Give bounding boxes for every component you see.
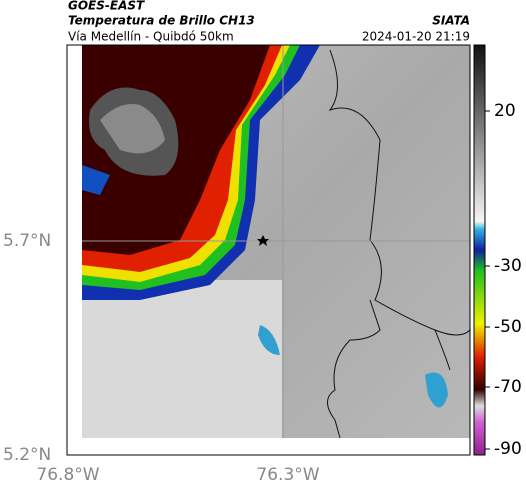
subtitle: Vía Medellín - Quibdó 50km bbox=[68, 30, 234, 44]
title: Temperatura de Brillo CH13 bbox=[68, 14, 255, 28]
lat-label: 5.7°N bbox=[3, 231, 51, 251]
datetime: 2024-01-20 21:19 bbox=[362, 30, 470, 44]
colorbar-tick-label: -50 bbox=[494, 317, 522, 337]
lon-label: 76.3°W bbox=[256, 465, 319, 485]
colorbar-ticks: 20 -30 -50 -70 -90 bbox=[485, 101, 522, 459]
colorbar bbox=[473, 44, 486, 456]
colorbar-tick-label: 20 bbox=[494, 101, 516, 121]
lat-label: 5.2°N bbox=[3, 445, 51, 465]
lon-label: 76.8°W bbox=[36, 465, 99, 485]
satellite-image bbox=[82, 45, 470, 438]
colorbar-tick-label: -90 bbox=[494, 439, 522, 459]
map-frame bbox=[66, 44, 471, 456]
agency: GOES-EAST bbox=[68, 0, 145, 13]
org: SIATA bbox=[432, 14, 470, 28]
colorbar-tick-label: -30 bbox=[494, 256, 522, 276]
colorbar-tick-label: -70 bbox=[494, 377, 522, 397]
